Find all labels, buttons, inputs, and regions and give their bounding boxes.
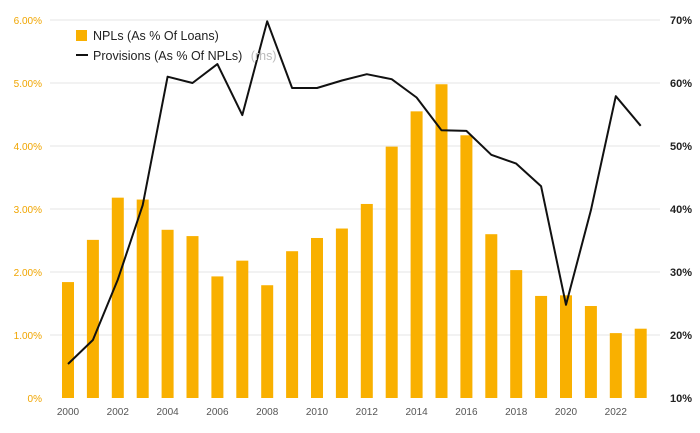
legend-bar-swatch [76, 30, 87, 41]
x-tick-label: 2022 [605, 407, 628, 418]
left-tick-label: 3.00% [14, 205, 42, 216]
bar [311, 237, 323, 398]
bar [410, 111, 423, 398]
bar [186, 236, 199, 398]
bar [535, 295, 548, 398]
right-tick-label: 20% [670, 330, 692, 342]
left-tick-label: 0% [28, 394, 43, 405]
x-tick-label: 2012 [356, 407, 379, 418]
legend-line-label-group: Provisions (As % Of NPLs) (rhs) [93, 47, 277, 64]
x-tick-label: 2006 [206, 407, 229, 418]
bar [286, 251, 299, 398]
x-tick-label: 2008 [256, 407, 279, 418]
bar [261, 285, 274, 398]
bar [111, 197, 124, 398]
legend-line-label: Provisions (As % Of NPLs) [93, 49, 242, 63]
x-tick-label: 2010 [306, 407, 329, 418]
bar [634, 328, 647, 398]
bar [485, 234, 498, 398]
x-axis: 2000 2002 2004 2006 2008 2010 2012 2014 2016 2018… [57, 407, 627, 418]
bar [335, 228, 348, 398]
bar [136, 199, 149, 398]
left-tick-label: 6.00% [14, 16, 42, 27]
bar [560, 295, 572, 398]
right-tick-label: 30% [670, 267, 692, 279]
left-tick-label: 2.00% [14, 268, 42, 279]
bar [609, 333, 622, 398]
right-tick-label: 60% [670, 78, 692, 90]
right-tick-label: 40% [670, 204, 692, 216]
x-tick-label: 2018 [505, 407, 528, 418]
bar [385, 146, 398, 398]
line-series [67, 20, 642, 365]
legend-line-suffix: (rhs) [251, 49, 277, 63]
right-tick-label: 50% [670, 141, 692, 153]
legend: NPLs (As % Of Loans) Provisions (As % Of… [76, 29, 277, 64]
x-tick-label: 2002 [107, 407, 130, 418]
bar [236, 260, 249, 398]
bar [161, 229, 174, 398]
left-tick-label: 5.00% [14, 79, 42, 90]
left-tick-label: 1.00% [14, 331, 42, 342]
provisions-line [67, 20, 642, 365]
x-tick-label: 2000 [57, 407, 80, 418]
right-tick-label: 70% [670, 15, 692, 27]
bar-series [62, 84, 647, 399]
bar [360, 203, 373, 398]
left-tick-label: 4.00% [14, 142, 42, 153]
bar [510, 270, 523, 398]
bar [62, 282, 74, 398]
bar [584, 306, 597, 398]
right-axis: 10% 20% 30% 40% 50% 60% 70% [670, 15, 692, 405]
x-tick-label: 2016 [455, 407, 478, 418]
legend-bar-label: NPLs (As % Of Loans) [93, 29, 219, 43]
left-axis: 0% 1.00% 2.00% 3.00% 4.00% 5.00% 6.00% [14, 16, 42, 405]
right-tick-label: 10% [670, 393, 692, 405]
bar [86, 239, 99, 398]
x-tick-label: 2014 [405, 407, 428, 418]
bar [435, 84, 448, 398]
x-tick-label: 2004 [156, 407, 179, 418]
bar [460, 135, 473, 399]
x-tick-label: 2020 [555, 407, 578, 418]
bar [211, 276, 224, 398]
grid-lines [50, 19, 660, 336]
